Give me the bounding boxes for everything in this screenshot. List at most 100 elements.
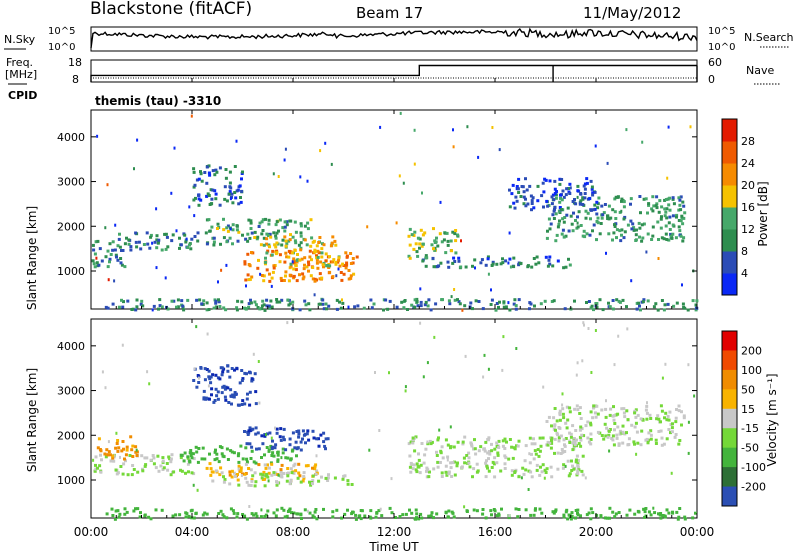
power-cells-cell bbox=[313, 293, 316, 297]
velocity-cells-cell bbox=[190, 471, 194, 475]
power-cells-cell bbox=[678, 203, 682, 207]
power-cells-cell bbox=[179, 243, 183, 247]
velocity-cells-cell bbox=[184, 471, 187, 475]
power-cells-cell bbox=[313, 250, 317, 254]
power-colorbar-swatch bbox=[722, 229, 737, 252]
velocity-cells-cell bbox=[313, 467, 317, 471]
power-cells-cell bbox=[262, 279, 266, 283]
power-cells-cell bbox=[284, 251, 288, 255]
power-cells-cell bbox=[533, 304, 536, 308]
velocity-cells-cell bbox=[188, 459, 192, 463]
velocity-cells-cell bbox=[274, 514, 278, 518]
velocity-cells-cell bbox=[484, 461, 488, 465]
velocity-cells-cell bbox=[521, 466, 525, 470]
power-cells-cell bbox=[574, 219, 577, 222]
velocity-cells-cell bbox=[305, 432, 309, 436]
power-cells-cell bbox=[307, 269, 310, 273]
velocity-cells-cell bbox=[541, 463, 545, 467]
power-cells-cell bbox=[291, 235, 295, 239]
velocity-cells-cell bbox=[248, 390, 252, 394]
power-cells-cell bbox=[615, 236, 618, 240]
power-cells-cell bbox=[335, 298, 339, 302]
power-cells-cell bbox=[637, 221, 641, 225]
time-tick-label: 12:00 bbox=[377, 525, 412, 539]
velocity-cells-cell bbox=[444, 510, 448, 514]
velocity-cells-cell bbox=[605, 516, 609, 520]
velocity-cells-cell bbox=[100, 458, 103, 462]
velocity-cells-cell bbox=[621, 441, 625, 445]
velocity-cells-cell bbox=[550, 424, 553, 428]
power-cells-cell bbox=[196, 231, 200, 235]
power-cells-cell bbox=[669, 235, 673, 239]
station-title: Blackstone (fitACF) bbox=[90, 0, 252, 19]
velocity-cells-cell bbox=[246, 433, 250, 436]
power-cells-cell bbox=[260, 307, 264, 311]
velocity-cells-cell bbox=[240, 379, 244, 382]
power-cells-cell bbox=[262, 274, 266, 278]
velocity-cells-cell bbox=[203, 511, 207, 515]
power-cells-cell bbox=[559, 196, 562, 200]
power-cells-cell bbox=[119, 257, 123, 260]
power-cells-cell bbox=[415, 297, 419, 301]
velocity-cells-cell bbox=[633, 425, 637, 429]
velocity-cells-cell bbox=[288, 443, 292, 447]
velocity-cells-cell bbox=[495, 514, 499, 518]
velocity-cells-cell bbox=[569, 517, 573, 521]
velocity-cells-cell bbox=[94, 463, 97, 467]
power-cells-cell bbox=[595, 212, 599, 216]
power-cells-cell bbox=[303, 238, 307, 242]
power-cells-cell bbox=[458, 302, 462, 306]
velocity-cells-cell bbox=[411, 467, 415, 471]
freq-tick-high: 18 bbox=[68, 56, 82, 69]
power-cells-cell bbox=[225, 263, 228, 267]
velocity-cells-cell bbox=[276, 453, 280, 457]
velocity-cells-cell bbox=[241, 472, 244, 476]
power-cells-cell bbox=[241, 233, 244, 237]
power-cells-cell bbox=[498, 300, 501, 304]
velocity-cells-cell bbox=[659, 429, 663, 433]
power-cells-cell bbox=[576, 221, 579, 225]
power-cells-cell bbox=[408, 256, 412, 260]
power-cells-cell bbox=[325, 264, 329, 268]
velocity-cells-cell bbox=[241, 377, 245, 381]
power-cells-cell bbox=[197, 197, 201, 201]
velocity-cells-cell bbox=[485, 459, 488, 463]
velocity-cells-cell bbox=[189, 449, 193, 452]
power-cells-cell bbox=[547, 217, 551, 221]
power-cells-cell bbox=[235, 224, 239, 228]
power-cells-cell bbox=[338, 300, 341, 304]
power-cells-cell bbox=[265, 298, 269, 302]
power-cells-cell bbox=[424, 300, 428, 304]
power-cells-cell bbox=[681, 302, 685, 306]
power-cells-cell bbox=[606, 161, 609, 165]
power-cells-cell bbox=[577, 210, 581, 214]
power-cells-cell bbox=[585, 181, 589, 185]
velocity-cells-cell bbox=[561, 392, 564, 396]
time-tick-label: 04:00 bbox=[175, 525, 210, 539]
velocity-cells-cell bbox=[618, 429, 622, 433]
power-cells-cell bbox=[407, 254, 411, 258]
velocity-cells-cell bbox=[254, 512, 258, 516]
velocity-cells-cell bbox=[281, 435, 285, 439]
velocity-cells-cell bbox=[548, 441, 552, 445]
velocity-cells-cell bbox=[649, 433, 653, 437]
power-cells-cell bbox=[256, 266, 260, 270]
power-cells-cell bbox=[629, 197, 633, 201]
velocity-cells-cell bbox=[556, 451, 560, 455]
velocity-cells-cell bbox=[232, 471, 236, 475]
velocity-cells-cell bbox=[220, 452, 224, 456]
velocity-cells-cell bbox=[281, 447, 285, 451]
power-cells-cell bbox=[244, 278, 248, 282]
velocity-cells-cell bbox=[664, 411, 668, 415]
velocity-cells-cell bbox=[208, 377, 212, 381]
power-cells-cell bbox=[618, 229, 622, 233]
power-cells-cell bbox=[530, 202, 534, 205]
power-cells-cell bbox=[352, 272, 356, 276]
nsky-tick-low: 10^0 bbox=[48, 42, 75, 53]
power-cells-cell bbox=[558, 177, 562, 181]
velocity-cells-cell bbox=[107, 440, 110, 444]
power-cells-cell bbox=[625, 128, 628, 132]
power-cells-cell bbox=[421, 191, 423, 195]
power-cells-cell bbox=[638, 226, 642, 230]
power-cells-cell bbox=[512, 201, 516, 205]
